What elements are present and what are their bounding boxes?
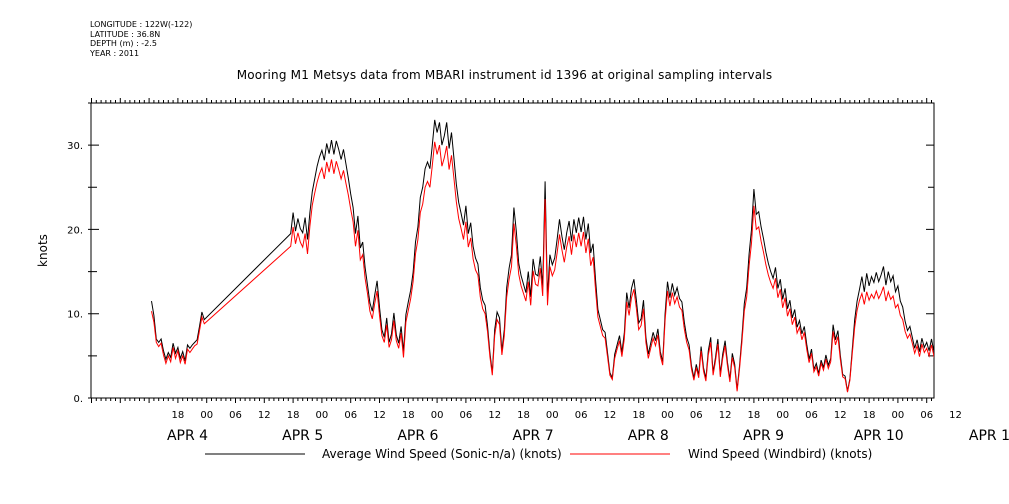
x-hour-label: 18 — [517, 410, 530, 421]
x-hour-label: 00 — [776, 410, 789, 421]
x-hour-label: 12 — [373, 410, 386, 421]
x-hour-label: 00 — [316, 410, 329, 421]
x-day-label: APR 5 — [282, 428, 323, 444]
longitude-label: LONGITUDE : 122W(-122) — [90, 20, 193, 29]
x-hour-label: 18 — [748, 410, 761, 421]
depth-label: DEPTH (m) : -2.5 — [90, 39, 157, 48]
legend-label-sonic: Average Wind Speed (Sonic-n/a) (knots) — [322, 447, 562, 461]
x-hour-label: 00 — [546, 410, 559, 421]
x-hour-label: 06 — [805, 410, 818, 421]
y-tick-label: 30. — [67, 141, 83, 152]
series-line-windbird — [151, 141, 934, 393]
x-hour-label: 06 — [575, 410, 588, 421]
x-hour-label: 12 — [488, 410, 501, 421]
x-minor-ticks — [91, 98, 932, 403]
y-tick-label: 20. — [67, 225, 83, 236]
y-ticks — [88, 102, 934, 399]
y-tick-label: 0. — [73, 394, 83, 405]
x-hour-label: 12 — [719, 410, 732, 421]
y-tick-label: 10. — [67, 310, 83, 321]
x-hour-label: 00 — [661, 410, 674, 421]
x-hour-label: 18 — [863, 410, 876, 421]
x-hour-label: 00 — [892, 410, 905, 421]
x-hour-label: 12 — [834, 410, 847, 421]
x-day-label: APR 6 — [397, 428, 438, 444]
x-hour-label: 18 — [402, 410, 415, 421]
x-day-label: APR 9 — [743, 428, 784, 444]
x-hour-label: 12 — [949, 410, 962, 421]
x-day-label: APR 4 — [167, 428, 208, 444]
legend-label-windbird: Wind Speed (Windbird) (knots) — [688, 447, 872, 461]
x-hour-label: 06 — [229, 410, 242, 421]
x-day-label: APR 8 — [628, 428, 669, 444]
x-hour-label: 12 — [258, 410, 271, 421]
series-line-sonic — [151, 119, 934, 392]
x-hour-label: 00 — [431, 410, 444, 421]
plot-frame — [90, 102, 935, 399]
x-hour-label: 06 — [920, 410, 933, 421]
x-hour-label: 18 — [172, 410, 185, 421]
x-hour-label: 06 — [690, 410, 703, 421]
year-label: YEAR : 2011 — [90, 48, 140, 58]
x-hour-label: 06 — [460, 410, 473, 421]
latitude-label: LATITUDE : 36.8N — [90, 29, 161, 39]
x-hour-label: 12 — [604, 410, 617, 421]
x-hour-label: 00 — [200, 410, 213, 421]
y-axis-label: knots — [36, 234, 50, 267]
chart-title: Mooring M1 Metsys data from MBARI instru… — [236, 68, 773, 82]
metadata-block: LONGITUDE : 122W(-122) LATITUDE : 36.8N … — [90, 20, 192, 58]
x-day-label: APR 10 — [854, 428, 904, 444]
x-day-label: APR 11 — [969, 428, 1009, 444]
x-hour-label: 18 — [632, 410, 645, 421]
x-hour-label: 06 — [344, 410, 357, 421]
x-hour-label: 18 — [287, 410, 300, 421]
x-day-label: APR 7 — [513, 428, 554, 444]
